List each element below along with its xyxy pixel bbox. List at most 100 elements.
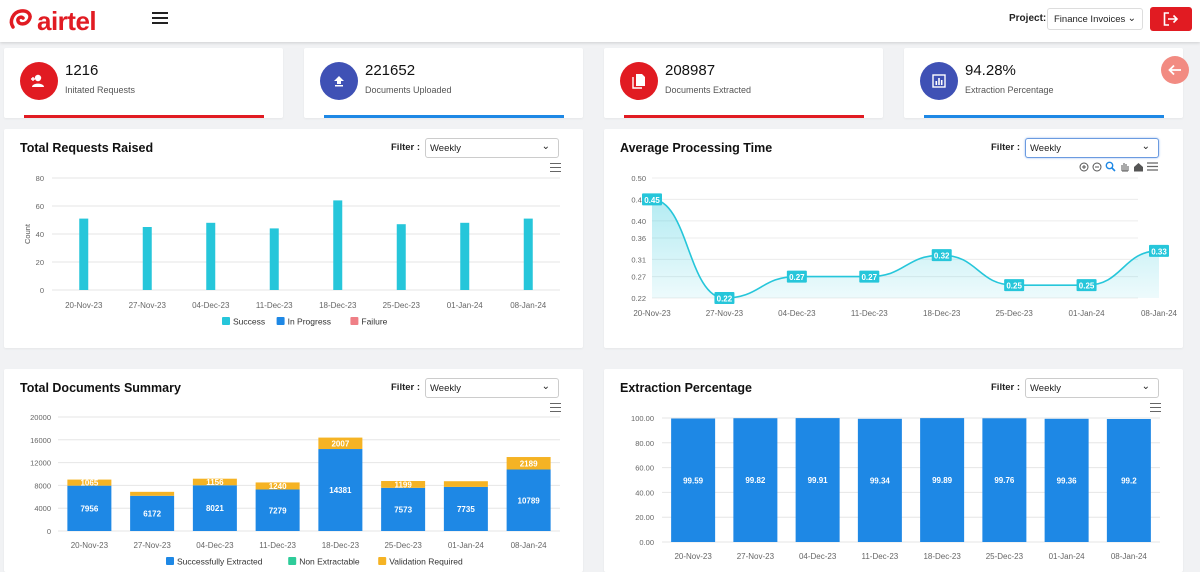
x-tick-label: 25-Dec-23	[383, 301, 421, 310]
y-tick-label: 100.00	[631, 414, 654, 423]
data-label-box	[714, 292, 735, 304]
brand-logo[interactable]: airtel	[7, 6, 97, 36]
data-label-box	[1076, 279, 1097, 292]
panel-title: Total Requests Raised	[20, 141, 154, 155]
data-label-box	[931, 249, 952, 262]
panel-documents-summary: Total Documents Summary Filter : Weekly …	[4, 369, 583, 572]
data-label: 2189	[520, 459, 538, 468]
filter-select[interactable]: Weekly ⌄	[425, 138, 559, 158]
logout-icon	[1163, 12, 1179, 26]
data-label: 7956	[80, 504, 98, 513]
y-tick-label: 20	[36, 258, 44, 267]
filter-select-value: Weekly	[430, 143, 461, 154]
chart-menu-icon[interactable]	[1147, 162, 1158, 171]
arrow-left-icon	[1168, 64, 1181, 76]
x-tick-label: 11-Dec-23	[259, 541, 296, 550]
bar-validation	[381, 480, 426, 488]
home-icon[interactable]	[1133, 162, 1144, 172]
panel-title: Extraction Percentage	[620, 381, 752, 395]
stat-accent-bar	[24, 115, 264, 118]
bar-validation	[255, 482, 300, 490]
data-label: 99.76	[994, 476, 1015, 485]
x-tick-label: 18-Dec-23	[923, 309, 961, 318]
back-button[interactable]	[1161, 56, 1189, 84]
data-label: 1156	[206, 478, 224, 487]
filter-select[interactable]: Weekly ⌄	[1025, 378, 1159, 398]
chart-menu-icon[interactable]	[1150, 403, 1161, 412]
y-tick-label: 0.22	[631, 294, 646, 303]
legend-swatch	[222, 317, 230, 325]
legend-swatch	[378, 557, 387, 565]
x-tick-label: 18-Dec-23	[319, 301, 357, 310]
bar-success	[523, 218, 533, 290]
stat-value: 221652	[365, 62, 416, 79]
legend-swatch	[166, 557, 174, 565]
x-tick-label: 20-Nov-23	[71, 541, 109, 550]
filter-label: Filter :	[391, 382, 421, 393]
top-bar: airtel Project: Finance Invoices ⌄	[0, 0, 1200, 42]
x-tick-label: 27-Nov-23	[129, 301, 167, 310]
data-label: 99.2	[1121, 476, 1137, 485]
chart-menu-icon[interactable]	[550, 403, 561, 412]
legend-label: Failure	[361, 317, 387, 327]
filter-select[interactable]: Weekly ⌄	[1025, 138, 1159, 158]
y-tick-label: 80	[36, 174, 44, 183]
zoom-in-icon[interactable]	[1079, 162, 1089, 172]
x-tick-label: 18-Dec-23	[923, 552, 961, 561]
filter-label: Filter :	[391, 142, 421, 153]
data-label: 1065	[80, 479, 98, 488]
y-tick-label: 20000	[30, 413, 51, 422]
bar-validation	[443, 481, 488, 487]
filter-select[interactable]: Weekly ⌄	[425, 378, 559, 398]
x-tick-label: 01-Jan-24	[1049, 552, 1086, 561]
x-tick-label: 08-Jan-24	[1141, 309, 1178, 318]
stat-label: Documents Uploaded	[365, 85, 452, 95]
project-select[interactable]: Finance Invoices ⌄	[1047, 8, 1143, 30]
zoom-out-icon[interactable]	[1092, 162, 1102, 172]
filter-label: Filter :	[991, 382, 1021, 393]
stat-accent-bar	[324, 115, 564, 118]
bar-extracted	[255, 489, 300, 531]
bar-success	[269, 228, 279, 290]
bar-success	[460, 222, 470, 290]
magnifier-icon[interactable]	[1105, 161, 1116, 172]
x-tick-label: 11-Dec-23	[861, 552, 898, 561]
y-tick-label: 4000	[34, 504, 51, 513]
y-tick-label: 16000	[30, 436, 51, 445]
bar-extracted	[443, 486, 488, 531]
bar-extracted	[318, 449, 363, 531]
stat-card-percentage: 94.28% Extraction Percentage	[904, 48, 1183, 118]
bar-extracted	[506, 469, 551, 531]
bar-success	[333, 200, 343, 290]
data-label-box	[786, 270, 807, 283]
bar-success	[79, 218, 89, 290]
menu-toggle-icon[interactable]	[152, 12, 168, 26]
panel-extraction-percentage: Extraction Percentage Filter : Weekly ⌄ …	[604, 369, 1183, 572]
bar-extracted	[192, 485, 237, 531]
bar-validation	[192, 478, 237, 486]
x-tick-label: 01-Jan-24	[448, 541, 485, 550]
y-axis-label: Count	[23, 223, 32, 244]
data-label: 1199	[394, 480, 412, 489]
chart-menu-icon[interactable]	[550, 163, 561, 172]
area-fill	[652, 199, 1159, 298]
logout-button[interactable]	[1150, 7, 1192, 31]
y-tick-label: 40.00	[635, 488, 654, 497]
data-label: 0.45	[644, 196, 660, 205]
chart-toolbar	[1079, 161, 1158, 172]
filter-select-value: Weekly	[430, 383, 461, 394]
x-tick-label: 04-Dec-23	[192, 301, 230, 310]
chevron-down-icon: ⌄	[541, 141, 550, 152]
requests-chart: 0 20 40 60 80 Count 20-Nov-23 27-Nov-23 04-Dec-2…	[23, 174, 560, 327]
processing-time-chart: 0.22 0.27 0.31 0.36 0.40 0.45 0.50 20-Nov-23 27-…	[631, 174, 1178, 318]
pan-icon[interactable]	[1119, 161, 1130, 172]
data-label: 6172	[143, 509, 161, 518]
data-label: 99.82	[745, 476, 766, 485]
bar-extraction	[733, 418, 778, 542]
filter-select-value: Weekly	[1030, 383, 1061, 394]
data-label: 1240	[269, 482, 287, 491]
stat-card-requests: 1216 Initated Requests	[4, 48, 283, 118]
data-label: 99.91	[808, 476, 829, 485]
chevron-down-icon: ⌄	[1141, 381, 1150, 392]
x-tick-label: 01-Jan-24	[1069, 309, 1106, 318]
